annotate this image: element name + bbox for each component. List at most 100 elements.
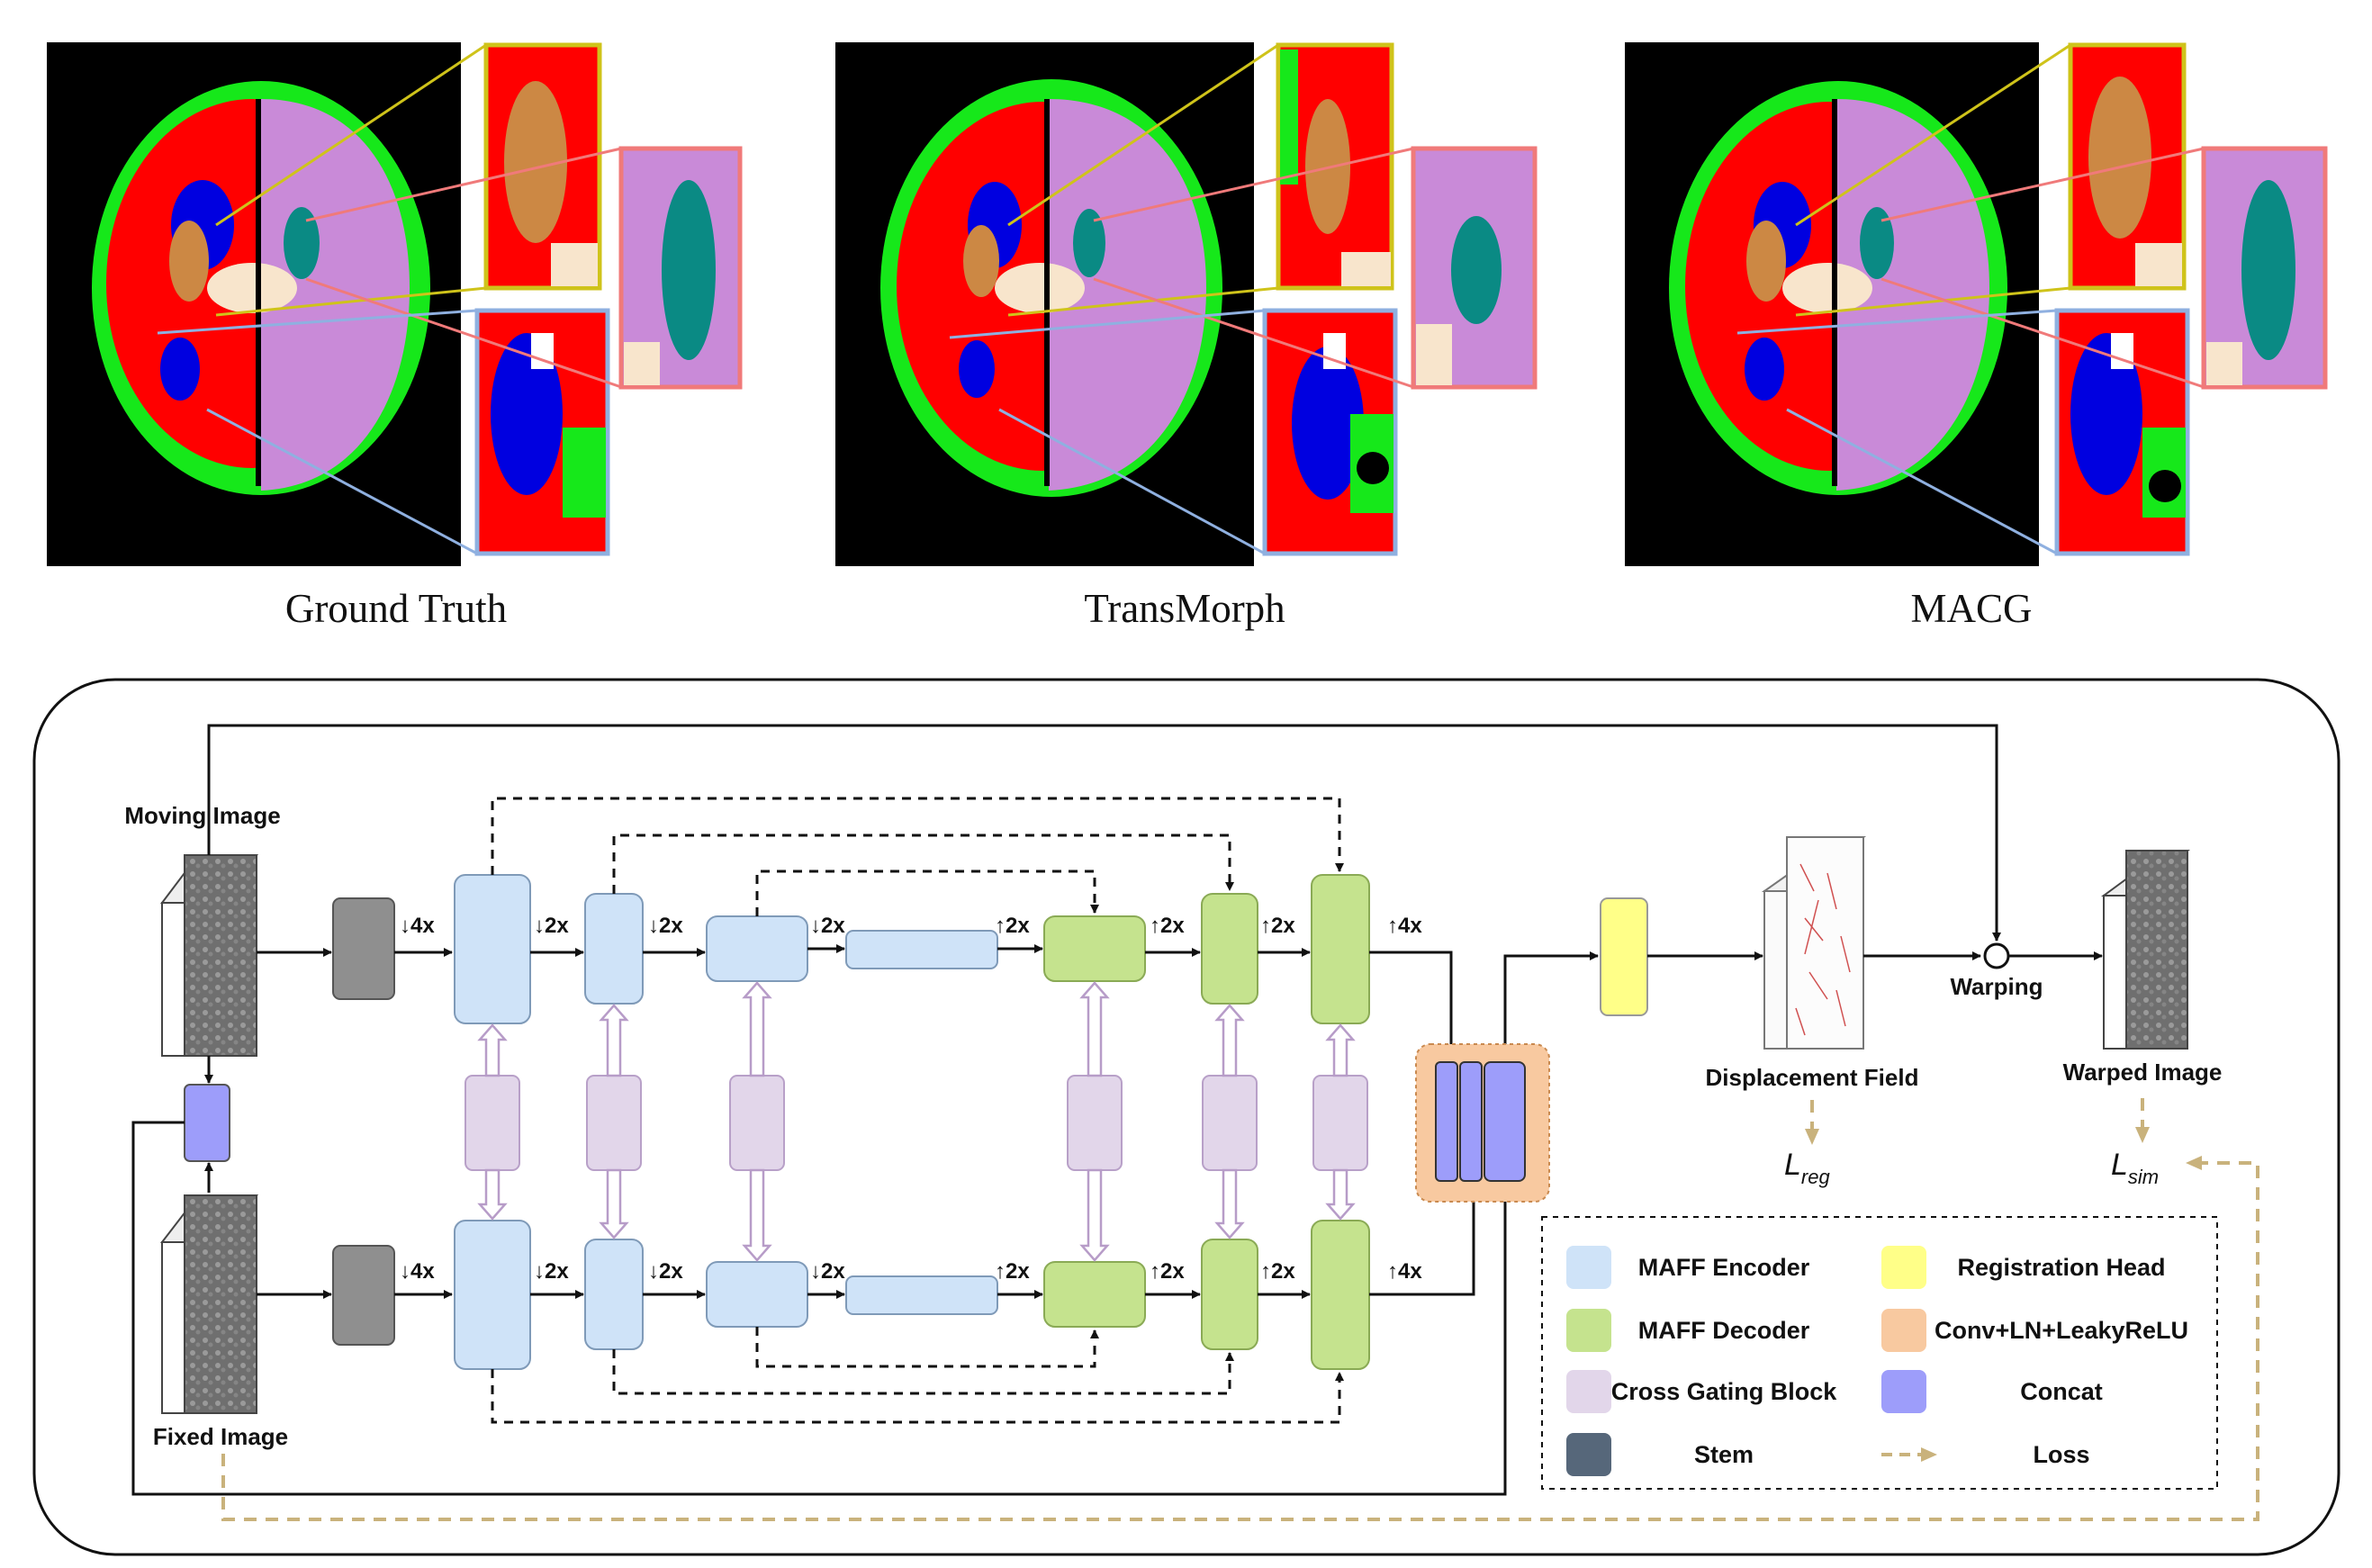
registration-head-block [1600, 897, 1648, 1016]
moving-encoder-branch [257, 874, 1456, 1061]
gating-arrow [1214, 1168, 1245, 1239]
scale-label: ↑4x [1387, 914, 1422, 938]
concat-block [1459, 1061, 1483, 1182]
legend-label: MAFF Encoder [1638, 1254, 1810, 1281]
legend-swatch [1881, 1246, 1926, 1289]
legend-label: MAFF Decoder [1638, 1317, 1810, 1344]
warping-label: Warping [1950, 973, 2043, 1000]
scale-label: ↑2x [995, 914, 1030, 938]
loss-sim-label: Lsim [2111, 1148, 2159, 1188]
maff-encoder-block [845, 1275, 998, 1315]
legend-swatch [1566, 1433, 1611, 1476]
warped-image-label: Warped Image [2063, 1059, 2223, 1086]
scale-label: ↑4x [1387, 1259, 1422, 1284]
loss-reg-label: Lreg [1784, 1148, 1830, 1188]
legend-box [1541, 1216, 2218, 1490]
scale-label: ↑2x [1260, 1259, 1295, 1284]
maff-encoder-block [454, 1220, 531, 1370]
stem-block [332, 1245, 395, 1346]
displacement-field-label: Displacement Field [1706, 1064, 1919, 1091]
concat-to-head-line [131, 951, 1599, 1496]
maff-decoder-block [1043, 1261, 1146, 1328]
gating-arrow [1325, 1168, 1356, 1221]
moving-to-warp-line [207, 724, 2001, 942]
moving-image-label: Moving Image [124, 802, 280, 829]
legend-label: Stem [1694, 1441, 1754, 1468]
cross-gating-block [1067, 1075, 1123, 1171]
legend-label: Conv+LN+LeakyReLU [1935, 1317, 2188, 1344]
legend-label: Concat [2020, 1378, 2103, 1405]
legend-label: Loss [2033, 1441, 2089, 1468]
panel-transmorph [835, 42, 1538, 566]
gating-arrow [477, 1168, 508, 1221]
caption-ground-truth: Ground Truth [284, 586, 508, 631]
scale-label: ↓2x [534, 914, 569, 938]
cross-gating-block [464, 1075, 520, 1171]
maff-encoder-block [845, 930, 998, 969]
scale-label: ↓2x [810, 1259, 845, 1284]
stem-block [332, 897, 395, 1000]
legend-label: Registration Head [1957, 1254, 2165, 1281]
maff-decoder-block [1201, 893, 1258, 1005]
zoom-inset-yellow [2068, 42, 2187, 291]
zoom-inset-yellow [483, 42, 602, 291]
zoom-inset-yellow [1276, 42, 1394, 291]
legend-swatch [1566, 1309, 1611, 1352]
panel-macg [1625, 42, 2328, 566]
warped-image-stack [2100, 850, 2191, 1050]
maff-decoder-block [1201, 1239, 1258, 1350]
loss-lines [221, 1098, 2259, 1521]
cross-gating-block [729, 1075, 785, 1171]
scale-label: ↑2x [1260, 914, 1295, 938]
cross-gating-block [1312, 1075, 1368, 1171]
fixed-encoder-branch [257, 1183, 1478, 1370]
fixed-image-label: Fixed Image [153, 1423, 288, 1450]
legend-swatch [1566, 1370, 1611, 1413]
maff-encoder-block [706, 915, 808, 982]
maff-decoder-block [1311, 874, 1370, 1024]
cross-gating-block [1202, 1075, 1258, 1171]
brain-segmentation-image [92, 81, 430, 495]
gating-arrow [599, 1004, 629, 1077]
panel-ground-truth [47, 42, 743, 566]
cross-gating-block [586, 1075, 642, 1171]
scale-label: ↓2x [648, 914, 683, 938]
zoom-inset-pink [2201, 146, 2328, 390]
legend-swatch [1566, 1246, 1611, 1289]
scale-label: ↓2x [648, 1259, 683, 1284]
maff-encoder-block [706, 1261, 808, 1328]
caption-transmorph: TransMorph [1084, 586, 1285, 631]
legend-swatch [1881, 1309, 1926, 1352]
caption-macg: MACG [1910, 586, 2033, 631]
legend-label: Cross Gating Block [1611, 1378, 1838, 1405]
scale-label: ↓4x [400, 1259, 435, 1284]
gating-arrow [1325, 1023, 1356, 1077]
maff-encoder-block [454, 874, 531, 1024]
maff-decoder-block [1311, 1220, 1370, 1370]
concat-block [1435, 1061, 1458, 1182]
gating-arrow [742, 1168, 772, 1262]
concat-block-small [184, 1084, 230, 1162]
zoom-inset-blue [474, 308, 610, 556]
gating-arrow [477, 1023, 508, 1077]
brain-segmentation-image [880, 79, 1222, 497]
gating-arrow [1079, 981, 1110, 1077]
legend-swatch [1881, 1370, 1926, 1413]
scale-label: ↓2x [534, 1259, 569, 1284]
concat-block [1484, 1061, 1526, 1182]
zoom-inset-pink [618, 146, 743, 390]
conv-concat-group [1415, 1043, 1550, 1203]
maff-encoder-block [584, 1239, 644, 1350]
gating-arrow [1079, 1168, 1110, 1262]
displacement-field [1761, 836, 1867, 1050]
scale-label: ↓4x [400, 914, 435, 938]
maff-decoder-block [1043, 915, 1146, 982]
legend: MAFF Encoder Registration Head MAFF Decode… [1566, 1246, 2188, 1476]
maff-encoder-block [584, 893, 644, 1005]
scale-label: ↑2x [1150, 914, 1185, 938]
gating-arrow [599, 1168, 629, 1239]
gating-arrows [477, 981, 1356, 1262]
fixed-image-stack [159, 1194, 259, 1414]
gating-arrow [742, 981, 772, 1077]
scale-label: ↑2x [1150, 1259, 1185, 1284]
